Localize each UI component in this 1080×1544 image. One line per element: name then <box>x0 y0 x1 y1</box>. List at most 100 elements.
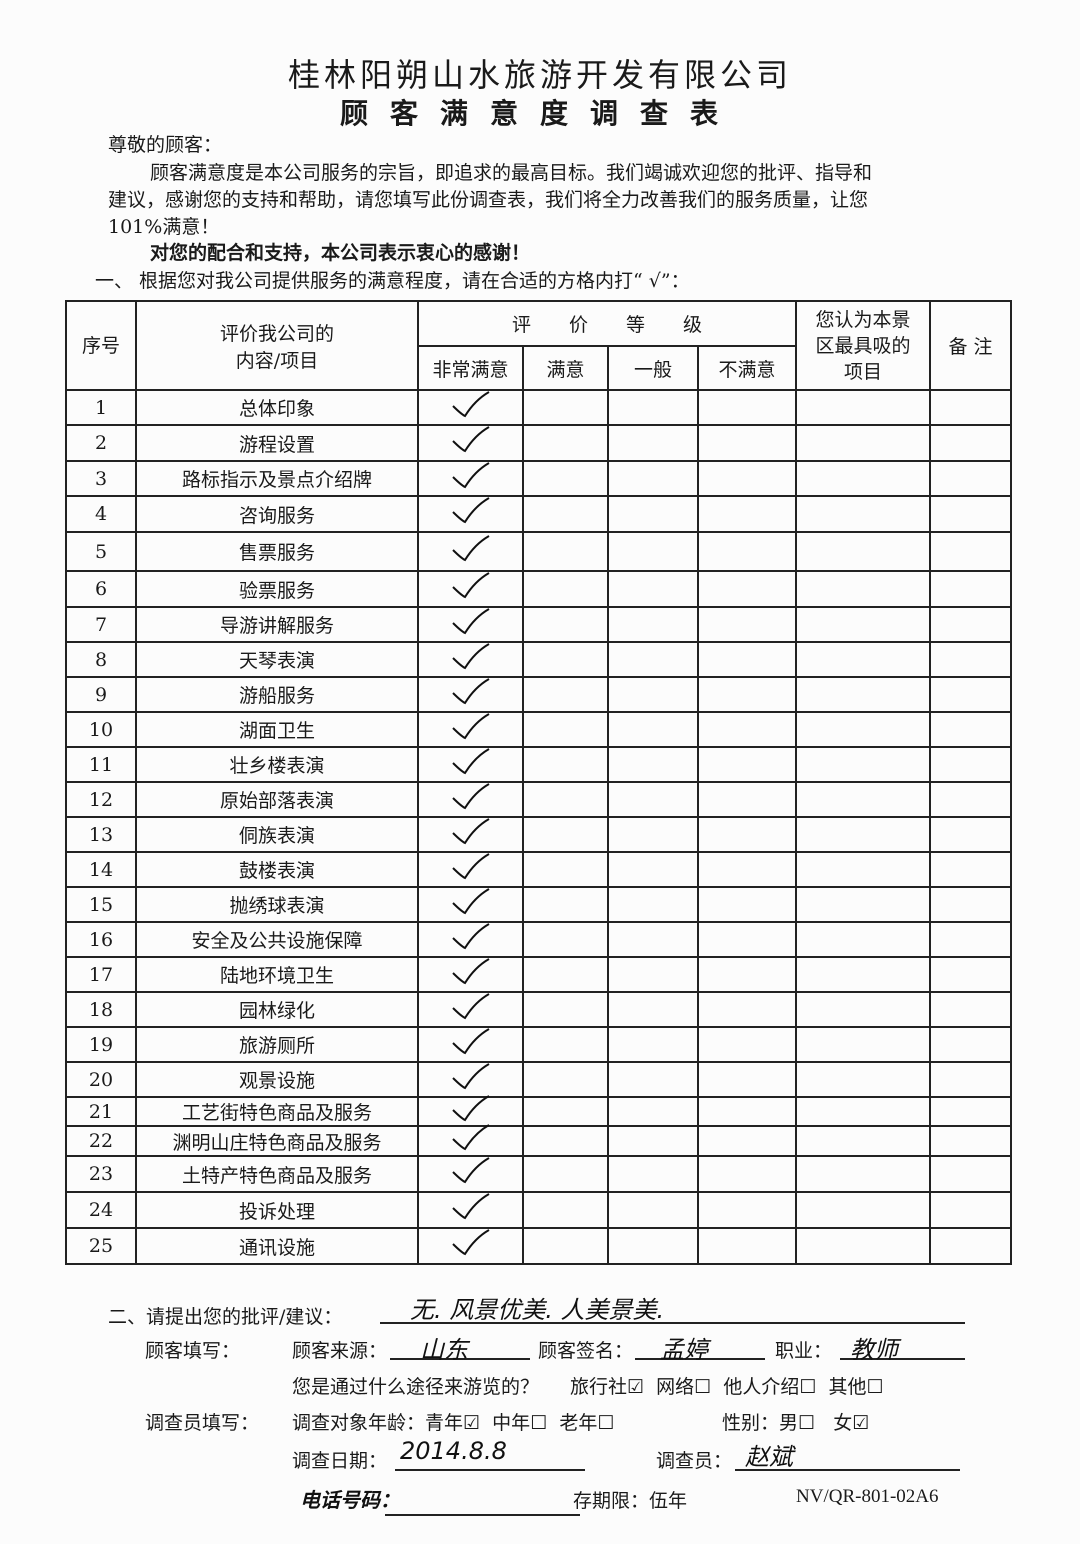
source-field[interactable]: 山东 <box>420 1336 468 1364</box>
checkbox-male[interactable]: ☐ <box>798 1412 816 1434</box>
rating-cell[interactable] <box>697 389 797 426</box>
checkbox-elder[interactable]: ☐ <box>597 1412 615 1434</box>
rating-cell[interactable] <box>697 606 797 643</box>
rating-cell[interactable] <box>607 1061 699 1098</box>
rating-cell[interactable] <box>417 531 524 572</box>
best-cell[interactable] <box>795 1191 931 1229</box>
suggestion-value[interactable]: 无. 风景优美. 人美景美. <box>410 1296 665 1324</box>
note-cell[interactable] <box>929 921 1012 958</box>
note-cell[interactable] <box>929 816 1012 853</box>
rating-cell[interactable] <box>697 816 797 853</box>
note-cell[interactable] <box>929 1155 1012 1193</box>
rating-cell[interactable] <box>522 531 609 572</box>
best-cell[interactable] <box>795 921 931 958</box>
rating-cell[interactable] <box>417 921 524 958</box>
rating-cell[interactable] <box>607 1096 699 1127</box>
checkbox-referral[interactable]: ☐ <box>799 1376 817 1398</box>
rating-cell[interactable] <box>607 424 699 462</box>
rating-cell[interactable] <box>522 1155 609 1193</box>
best-cell[interactable] <box>795 460 931 497</box>
rating-cell[interactable] <box>697 921 797 958</box>
note-cell[interactable] <box>929 1096 1012 1127</box>
rating-cell[interactable] <box>522 991 609 1028</box>
rating-cell[interactable] <box>417 1155 524 1193</box>
rating-cell[interactable] <box>607 1155 699 1193</box>
note-cell[interactable] <box>929 991 1012 1028</box>
surveyor-field[interactable]: 赵斌 <box>745 1443 793 1471</box>
note-cell[interactable] <box>929 424 1012 462</box>
best-cell[interactable] <box>795 606 931 643</box>
rating-cell[interactable] <box>417 1227 524 1265</box>
rating-cell[interactable] <box>697 746 797 783</box>
rating-cell[interactable] <box>697 1125 797 1157</box>
best-cell[interactable] <box>795 389 931 426</box>
rating-cell[interactable] <box>607 460 699 497</box>
rating-cell[interactable] <box>417 641 524 678</box>
checkbox-internet[interactable]: ☐ <box>694 1376 712 1398</box>
best-cell[interactable] <box>795 641 931 678</box>
note-cell[interactable] <box>929 851 1012 888</box>
rating-cell[interactable] <box>607 606 699 643</box>
best-cell[interactable] <box>795 886 931 923</box>
rating-cell[interactable] <box>522 495 609 533</box>
rating-cell[interactable] <box>417 570 524 608</box>
rating-cell[interactable] <box>522 1227 609 1265</box>
best-cell[interactable] <box>795 1061 931 1098</box>
note-cell[interactable] <box>929 781 1012 818</box>
rating-cell[interactable] <box>417 991 524 1028</box>
rating-cell[interactable] <box>607 921 699 958</box>
best-cell[interactable] <box>795 991 931 1028</box>
best-cell[interactable] <box>795 495 931 533</box>
rating-cell[interactable] <box>607 495 699 533</box>
rating-cell[interactable] <box>697 641 797 678</box>
best-cell[interactable] <box>795 711 931 748</box>
rating-cell[interactable] <box>607 746 699 783</box>
rating-cell[interactable] <box>522 746 609 783</box>
job-field[interactable]: 教师 <box>850 1336 898 1364</box>
note-cell[interactable] <box>929 1026 1012 1063</box>
rating-cell[interactable] <box>522 921 609 958</box>
rating-cell[interactable] <box>417 886 524 923</box>
rating-cell[interactable] <box>697 1026 797 1063</box>
rating-cell[interactable] <box>417 816 524 853</box>
rating-cell[interactable] <box>522 711 609 748</box>
best-cell[interactable] <box>795 851 931 888</box>
best-cell[interactable] <box>795 956 931 993</box>
rating-cell[interactable] <box>522 1096 609 1127</box>
rating-cell[interactable] <box>522 424 609 462</box>
rating-cell[interactable] <box>417 1124 524 1157</box>
rating-cell[interactable] <box>522 460 609 497</box>
rating-cell[interactable] <box>697 781 797 818</box>
note-cell[interactable] <box>929 711 1012 748</box>
rating-cell[interactable] <box>697 991 797 1028</box>
rating-cell[interactable] <box>697 1061 797 1098</box>
rating-cell[interactable] <box>607 711 699 748</box>
rating-cell[interactable] <box>417 1061 524 1098</box>
rating-cell[interactable] <box>522 1191 609 1229</box>
best-cell[interactable] <box>795 424 931 462</box>
rating-cell[interactable] <box>697 1096 797 1127</box>
rating-cell[interactable] <box>697 495 797 533</box>
rating-cell[interactable] <box>607 991 699 1028</box>
rating-cell[interactable] <box>417 606 524 643</box>
checkbox-middle[interactable]: ☐ <box>530 1412 548 1434</box>
rating-cell[interactable] <box>607 641 699 678</box>
rating-cell[interactable] <box>697 956 797 993</box>
rating-cell[interactable] <box>697 424 797 462</box>
rating-cell[interactable] <box>697 1227 797 1265</box>
rating-cell[interactable] <box>607 781 699 818</box>
note-cell[interactable] <box>929 460 1012 497</box>
checkbox-travel-agency[interactable]: ☑ <box>627 1376 645 1398</box>
note-cell[interactable] <box>929 495 1012 533</box>
rating-cell[interactable] <box>607 531 699 572</box>
note-cell[interactable] <box>929 531 1012 572</box>
rating-cell[interactable] <box>697 531 797 572</box>
note-cell[interactable] <box>929 886 1012 923</box>
rating-cell[interactable] <box>522 781 609 818</box>
rating-cell[interactable] <box>697 1191 797 1229</box>
best-cell[interactable] <box>795 531 931 572</box>
best-cell[interactable] <box>795 1155 931 1193</box>
rating-cell[interactable] <box>417 495 524 533</box>
checkbox-other[interactable]: ☐ <box>866 1376 884 1398</box>
best-cell[interactable] <box>795 676 931 713</box>
